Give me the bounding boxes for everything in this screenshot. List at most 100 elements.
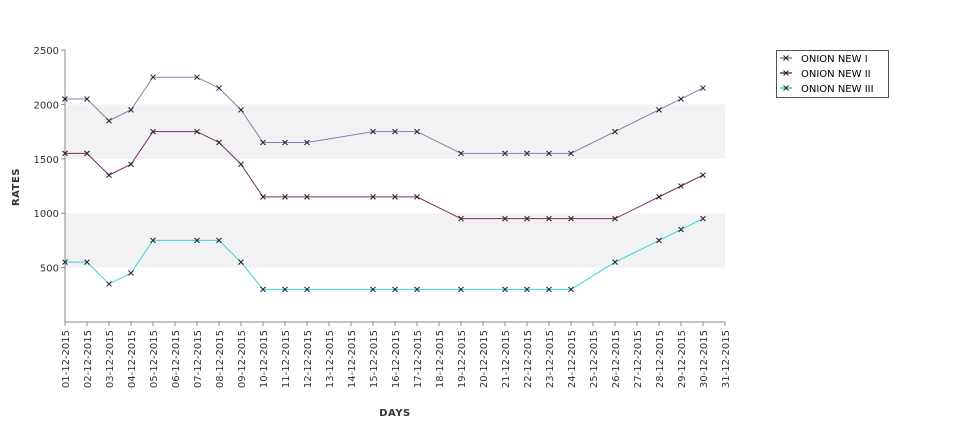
data-point-marker [458, 286, 464, 293]
grid-band [65, 267, 725, 322]
data-point-marker [84, 259, 90, 266]
x-tick-label: 17-12-2015 [413, 330, 424, 388]
data-point-marker [194, 237, 200, 244]
y-axis-ticks: 500 1000 1500 2000 2500 [34, 46, 65, 275]
data-point-marker [84, 150, 90, 157]
data-point-marker [502, 150, 508, 157]
x-tick-label: 30-12-2015 [699, 330, 710, 388]
x-tick-label: 06-12-2015 [171, 330, 182, 388]
data-point-marker [194, 74, 200, 81]
y-tick-label: 2500 [34, 46, 59, 57]
data-point-marker [62, 259, 68, 266]
data-point-marker [106, 172, 112, 178]
data-point-marker [700, 85, 706, 91]
x-tick-label: 27-12-2015 [633, 330, 644, 388]
data-point-marker [678, 96, 684, 102]
data-point-marker [128, 106, 134, 113]
data-point-marker [612, 259, 618, 266]
x-tick-label: 21-12-2015 [501, 330, 512, 388]
data-point-marker [282, 139, 288, 146]
data-point-marker [106, 281, 112, 287]
y-tick-label: 2000 [34, 100, 59, 111]
series-2 [62, 128, 706, 222]
data-point-marker [62, 150, 68, 157]
x-tick-label: 10-12-2015 [259, 330, 270, 388]
data-point-marker [216, 237, 222, 244]
y-axis-title: RATES [11, 168, 22, 206]
data-point-marker [524, 215, 530, 222]
data-point-marker [392, 128, 398, 135]
data-point-marker [568, 215, 574, 222]
x-tick-label: 02-12-2015 [83, 330, 94, 388]
legend: ONION NEW I ONION NEW II ONION NEW III [776, 50, 889, 98]
data-point-marker [546, 150, 552, 157]
data-point-marker [568, 286, 574, 293]
x-tick-label: 28-12-2015 [655, 330, 666, 388]
x-tick-label: 08-12-2015 [215, 330, 226, 388]
legend-label: ONION NEW II [801, 69, 871, 80]
data-point-marker [282, 286, 288, 293]
legend-item: ONION NEW II [780, 69, 871, 80]
data-point-marker [414, 286, 420, 293]
data-point-marker [458, 150, 464, 157]
x-tick-label: 29-12-2015 [677, 330, 688, 388]
data-point-marker [150, 128, 156, 135]
data-point-marker [238, 106, 244, 113]
x-tick-label: 26-12-2015 [611, 330, 622, 388]
data-point-marker [524, 286, 530, 293]
x-tick-label: 25-12-2015 [589, 330, 600, 388]
data-point-marker [260, 194, 266, 200]
x-tick-label: 22-12-2015 [523, 330, 534, 388]
data-point-marker [128, 270, 134, 276]
x-tick-label: 19-12-2015 [457, 330, 468, 388]
legend-marker [783, 85, 789, 91]
series-lines [62, 74, 706, 293]
y-tick-label: 1500 [34, 155, 59, 166]
x-axis-title: DAYS [379, 408, 411, 419]
x-axis-ticks: 01-12-2015 02-12-2015 03-12-2015 04-12-2015… [61, 322, 732, 388]
data-point-marker [150, 237, 156, 244]
data-point-marker [304, 139, 310, 146]
data-point-marker [194, 128, 200, 135]
legend-marker [783, 70, 789, 76]
data-point-marker [106, 117, 112, 124]
data-point-marker [282, 194, 288, 200]
legend-item: ONION NEW I [780, 54, 868, 65]
data-point-marker [260, 286, 266, 293]
series-3 [62, 215, 706, 293]
x-tick-label: 15-12-2015 [369, 330, 380, 388]
data-point-marker [700, 172, 706, 178]
x-tick-label: 05-12-2015 [149, 330, 160, 388]
data-point-marker [458, 215, 464, 222]
data-point-marker [238, 161, 244, 168]
data-point-marker [392, 194, 398, 200]
data-point-marker [216, 139, 222, 146]
data-point-marker [678, 183, 684, 189]
x-tick-label: 24-12-2015 [567, 330, 578, 388]
x-tick-label: 16-12-2015 [391, 330, 402, 388]
legend-label: ONION NEW I [801, 54, 868, 65]
data-point-marker [150, 74, 156, 81]
x-tick-label: 01-12-2015 [61, 330, 72, 388]
data-point-marker [216, 85, 222, 91]
data-point-marker [502, 286, 508, 293]
data-point-marker [304, 286, 310, 293]
data-point-marker [612, 215, 618, 222]
y-tick-label: 1000 [34, 209, 59, 220]
legend-item: ONION NEW III [780, 84, 874, 95]
x-tick-label: 23-12-2015 [545, 330, 556, 388]
data-point-marker [700, 215, 706, 222]
x-tick-label: 11-12-2015 [281, 330, 292, 388]
y-tick-label: 500 [40, 264, 59, 275]
series-1 [62, 74, 706, 157]
grid-band [65, 158, 725, 214]
data-point-marker [502, 215, 508, 222]
data-point-marker [370, 286, 376, 293]
x-tick-label: 07-12-2015 [193, 330, 204, 388]
data-point-marker [304, 194, 310, 200]
data-point-marker [370, 194, 376, 200]
x-tick-label: 09-12-2015 [237, 330, 248, 388]
data-point-marker [524, 150, 530, 157]
data-point-marker [612, 128, 618, 135]
